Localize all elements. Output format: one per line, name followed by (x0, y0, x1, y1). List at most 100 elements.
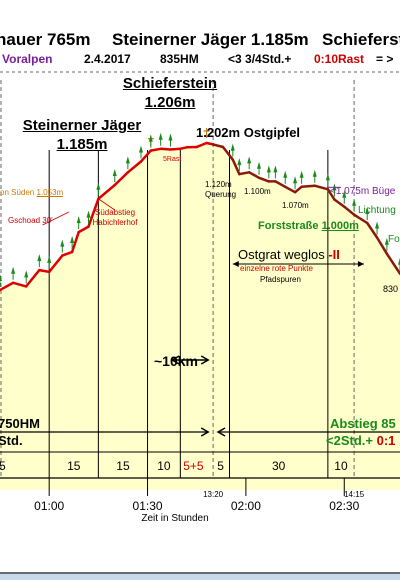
label-fo-cut: Fo (388, 234, 400, 245)
header-rest-suffix: = > (376, 52, 394, 66)
label-abstieg: Abstieg 85 (330, 416, 396, 431)
profile-line-segment (313, 184, 330, 191)
tree-icon (168, 133, 173, 141)
tree-icon (60, 239, 65, 247)
profile-line-segment (87, 197, 100, 228)
time-tick-label: 01:30 (133, 499, 163, 513)
label-hm-left: 750HM (0, 416, 40, 431)
profile-line-segment (365, 221, 379, 239)
tree-icon (11, 266, 16, 274)
label-distance: ~10km (154, 353, 198, 369)
profile-line-segment (274, 180, 287, 189)
profile-line-segment (343, 205, 356, 216)
label-rast: 5Rast (163, 156, 182, 163)
tree-icon (299, 170, 304, 178)
peak-schieferstein-height: 1.206m (144, 94, 196, 111)
header-title-part-2: Steinerner Jäger 1.185m (112, 30, 309, 49)
label-ostgrat: Ostgrat weglos -II (238, 247, 340, 262)
profile-line-segment (231, 158, 241, 176)
profile-line-segment (126, 160, 143, 174)
tree-icon (293, 176, 298, 184)
tree-icon (125, 156, 130, 164)
label-ostgipfel: 1.202m Ostgipfel (196, 125, 301, 140)
label-red-points: einzelne rote Punkte (240, 264, 313, 273)
tree-icon (237, 158, 242, 166)
peak-jaeger-name: Steinerner Jäger (22, 117, 142, 134)
tree-icon (47, 255, 52, 263)
peak-jaeger-height: 1.185m (56, 136, 108, 153)
tree-icon (158, 132, 163, 140)
label-von-sueden-name: on Süden (0, 188, 35, 197)
tree-icon (273, 165, 278, 173)
segment-duration-label: 15 (67, 459, 81, 473)
profile-line-segment (326, 188, 336, 201)
label-von-sueden-height: 1.053m (36, 188, 64, 197)
peak-schieferstein-name: Schieferstein (122, 75, 218, 92)
label-suedabstieg-1: Südabstieg (94, 208, 136, 217)
label-abstieg-rest: 0:1 (376, 433, 396, 448)
tree-icon (283, 170, 288, 178)
segment-duration-label: 10 (157, 459, 171, 473)
ostgrat-arrow-right-head (357, 261, 364, 267)
time-tick-label: 01:00 (34, 499, 64, 513)
profile-line-segment (11, 281, 28, 288)
segment-duration-label: 30 (272, 459, 286, 473)
tree-icon (24, 270, 29, 278)
profile-line-segment (293, 185, 303, 194)
tree-icon (138, 145, 143, 153)
header-title-part-1: nauer 765m (0, 30, 91, 49)
tree-icon (70, 235, 75, 243)
clock-time-label: 14:15 (344, 490, 365, 499)
label-forststrasse-height: 1.000m (321, 220, 359, 232)
profile-line-segment (257, 176, 271, 183)
tree-icon (257, 161, 262, 169)
profile-line-segment (47, 254, 64, 274)
label-abstieg-time-text: <2Std.+ (326, 433, 373, 448)
profile-line-segment (113, 171, 130, 187)
profile-line-segment (211, 143, 225, 149)
tree-icon (266, 165, 271, 173)
profile-line-segment (61, 250, 74, 257)
label-abstieg-time: <2Std.+ 0:1 (326, 433, 395, 448)
header-time-info: <3 3/4Std.+ (228, 52, 292, 66)
profile-line-segment (97, 183, 117, 201)
descent-arrow-head (216, 427, 226, 437)
profile-fill-area (0, 143, 400, 490)
tree-icon (96, 182, 101, 190)
profile-line-segment (159, 147, 172, 151)
profile-line-segment (70, 230, 80, 254)
header-region: Voralpen (2, 52, 53, 66)
tree-icon (342, 190, 347, 198)
tree-icon (365, 207, 370, 215)
tree-icon (352, 198, 357, 206)
label-ostgrat-mark: -II (328, 247, 340, 262)
gschoad-pointer-line (42, 211, 70, 226)
tree-icon (247, 156, 252, 164)
label-lichtung: Lichtung (358, 205, 396, 216)
segment-duration-label: 5 (217, 459, 224, 473)
suedabstieg-pointer-line (98, 198, 115, 211)
summit-cross-icon (203, 128, 210, 138)
tree-icon (0, 274, 2, 281)
profile-line-segment (247, 171, 261, 180)
profile-line-segment (283, 185, 297, 194)
tree-icon (76, 216, 81, 224)
x-axis-label: Zeit in Stunden (141, 513, 208, 524)
profile-line-segment (221, 145, 235, 161)
label-buegel: <1.075m Büge (330, 186, 396, 197)
time-tick-label: 02:00 (231, 499, 261, 513)
label-forststrasse-name: Forststraße (258, 220, 319, 232)
label-ostgrat-text: Ostgrat weglos (238, 247, 325, 262)
label-gschoad: Gschoad 30' (8, 216, 53, 225)
label-1100m: 1.100m (244, 187, 271, 196)
tree-icon (325, 173, 330, 181)
profile-line-segment (38, 268, 51, 274)
profile-line-segment (385, 252, 400, 275)
profile-line-segment (149, 147, 162, 152)
label-std-left: Std. (0, 433, 23, 448)
peak-steinerner-jaeger: Steinerner Jäger 1.185m (14, 116, 150, 154)
tree-icon (148, 134, 153, 142)
profile-line-segment (300, 184, 317, 189)
peak-schieferstein: Schieferstein 1.206m (110, 74, 230, 112)
